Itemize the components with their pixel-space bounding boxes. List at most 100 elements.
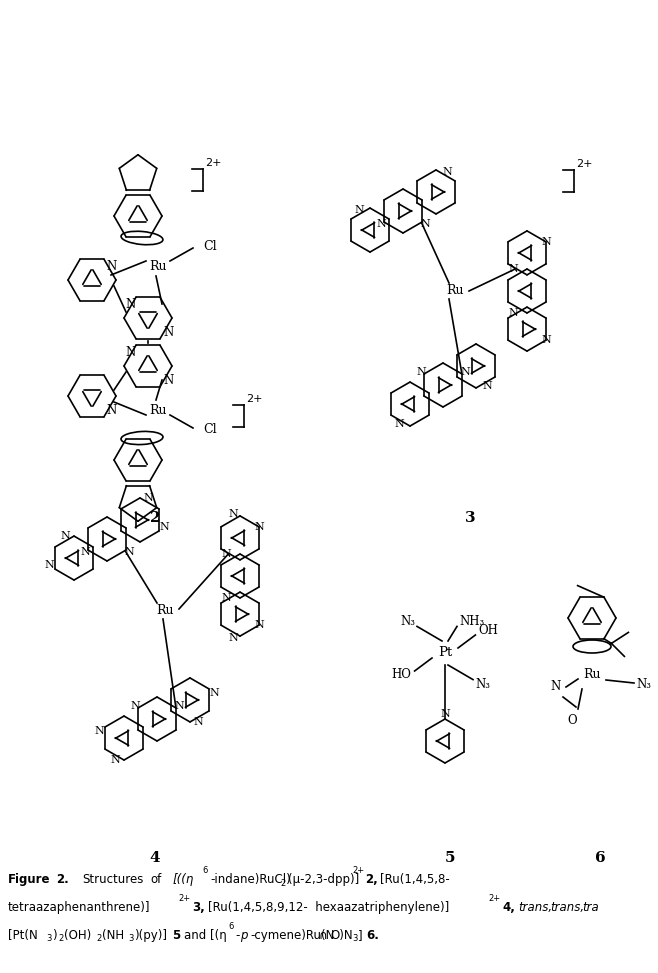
Text: Ru: Ru <box>156 604 174 618</box>
Text: N: N <box>255 522 265 532</box>
Text: 2,: 2, <box>365 873 378 886</box>
Text: NH₃: NH₃ <box>459 615 484 629</box>
Text: tetraazaphenanthrene)]: tetraazaphenanthrene)] <box>8 901 151 914</box>
Text: 2: 2 <box>96 934 101 943</box>
Text: [((η: [((η <box>173 873 194 886</box>
Text: N: N <box>420 219 430 230</box>
Text: N: N <box>440 709 450 719</box>
Text: N: N <box>460 367 470 377</box>
Text: 6.: 6. <box>366 929 379 942</box>
Text: N: N <box>376 219 386 230</box>
Text: Ru: Ru <box>446 284 464 298</box>
Text: 5: 5 <box>445 851 455 865</box>
Text: 6: 6 <box>595 851 605 865</box>
Text: N₃: N₃ <box>475 677 490 691</box>
Text: N: N <box>144 493 154 503</box>
Text: -: - <box>235 929 240 942</box>
Text: 2: 2 <box>150 511 161 525</box>
Text: N: N <box>107 404 117 416</box>
Text: 2+: 2+ <box>205 158 222 168</box>
Text: and [(η: and [(η <box>184 929 227 942</box>
Text: -cymene)Ru(N: -cymene)Ru(N <box>250 929 334 942</box>
Text: N: N <box>209 688 219 699</box>
Text: (NH: (NH <box>102 929 124 942</box>
Text: 2+: 2+ <box>488 894 500 903</box>
Text: N: N <box>107 260 117 272</box>
Text: N: N <box>164 374 174 386</box>
Text: N: N <box>61 531 70 541</box>
Text: N: N <box>551 680 561 694</box>
Text: HO: HO <box>392 668 411 681</box>
Text: 3: 3 <box>128 934 134 943</box>
Text: N: N <box>130 701 140 711</box>
Text: Cl: Cl <box>203 423 216 437</box>
Text: trans,: trans, <box>550 901 584 914</box>
Text: O: O <box>567 714 577 728</box>
Text: 3,: 3, <box>192 901 205 914</box>
Text: )(py)]: )(py)] <box>134 929 167 942</box>
Text: Ru: Ru <box>149 260 166 272</box>
Text: 2.: 2. <box>56 873 68 886</box>
Text: 2: 2 <box>280 879 286 888</box>
Text: 2+: 2+ <box>178 894 190 903</box>
Text: p: p <box>240 929 247 942</box>
Text: N: N <box>482 380 492 391</box>
Text: 6: 6 <box>228 922 234 931</box>
Text: Ru: Ru <box>583 668 601 681</box>
Text: 4: 4 <box>149 851 161 865</box>
Text: N: N <box>394 418 404 429</box>
Text: of: of <box>150 873 161 886</box>
Text: N: N <box>124 547 134 558</box>
Text: N: N <box>542 335 551 345</box>
Text: 6: 6 <box>202 866 207 875</box>
Text: Cl: Cl <box>203 239 216 253</box>
Text: N₃: N₃ <box>400 615 415 629</box>
Text: N: N <box>228 633 238 643</box>
Text: -indane)RuCl): -indane)RuCl) <box>210 873 291 886</box>
Text: N: N <box>126 345 136 358</box>
Text: 2+: 2+ <box>352 866 364 875</box>
Text: N: N <box>255 620 265 631</box>
Text: N: N <box>442 167 452 177</box>
Text: Structures: Structures <box>82 873 143 886</box>
Text: N: N <box>45 559 55 569</box>
Text: [Pt(N: [Pt(N <box>8 929 38 942</box>
Text: 4,: 4, <box>502 901 515 914</box>
Text: 3: 3 <box>352 934 357 943</box>
Text: N: N <box>194 717 204 727</box>
Text: 3: 3 <box>465 511 475 525</box>
Text: N: N <box>159 522 169 531</box>
Text: ]: ] <box>358 929 363 942</box>
Text: 2: 2 <box>58 934 63 943</box>
Text: N: N <box>95 727 105 737</box>
Text: N: N <box>164 326 174 339</box>
Text: N: N <box>509 308 519 318</box>
Text: ∩: ∩ <box>318 929 326 942</box>
Text: trans,: trans, <box>518 901 552 914</box>
Text: N: N <box>509 264 519 274</box>
Text: N: N <box>80 547 90 558</box>
Text: N: N <box>174 701 184 711</box>
Text: Pt: Pt <box>438 646 452 660</box>
Text: N: N <box>416 367 426 377</box>
Text: N: N <box>111 755 120 765</box>
Text: OH: OH <box>478 625 498 637</box>
Text: O)N: O)N <box>330 929 353 942</box>
Text: N: N <box>222 593 232 603</box>
Text: 5: 5 <box>172 929 180 942</box>
Text: N: N <box>222 549 232 559</box>
Text: 2+: 2+ <box>576 159 592 169</box>
Text: [Ru(1,4,5,8-: [Ru(1,4,5,8- <box>380 873 450 886</box>
Text: 3: 3 <box>46 934 51 943</box>
Text: tra: tra <box>582 901 599 914</box>
Text: N₃: N₃ <box>636 677 651 691</box>
Text: Figure: Figure <box>8 873 51 886</box>
Text: 2+: 2+ <box>246 394 263 404</box>
Text: N: N <box>126 298 136 310</box>
Text: N: N <box>542 236 551 247</box>
Text: ): ) <box>52 929 57 942</box>
Text: (OH): (OH) <box>64 929 91 942</box>
Text: N: N <box>228 509 238 519</box>
Text: N: N <box>354 205 364 215</box>
Text: (µ-2,3-dpp)]: (µ-2,3-dpp)] <box>288 873 359 886</box>
